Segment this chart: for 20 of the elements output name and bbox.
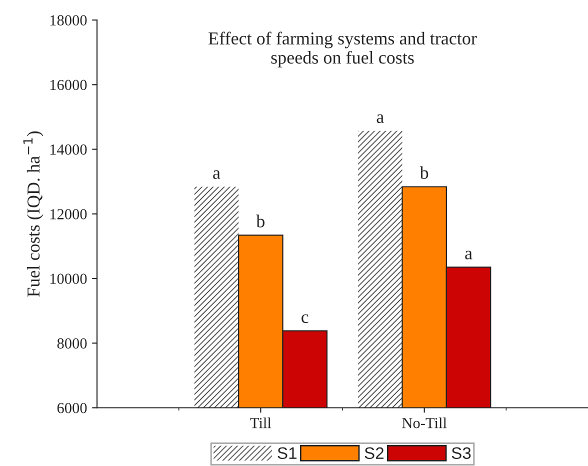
data-label: a — [376, 114, 384, 124]
legend-label: S3 — [452, 447, 471, 460]
y-tick-label: 12000 — [50, 209, 87, 220]
y-axis-title: Fuel costs (IQD. ha$^{−1}$) — [23, 131, 44, 297]
data-label: c — [302, 314, 308, 324]
data-label: b — [420, 166, 428, 179]
text: Effect of farming systems and tractor speeds on fuel costs — [208, 32, 477, 68]
data-label: a — [213, 170, 220, 179]
x-tick-label: Till — [250, 417, 272, 428]
y-tick-label: 14000 — [50, 144, 87, 155]
legend-label: S1 — [278, 447, 297, 460]
data-label: a — [465, 250, 472, 260]
y-tick-label: 8000 — [57, 338, 87, 349]
y-tick-label: 10000 — [50, 274, 87, 284]
y-tick-label: 18000 — [50, 15, 87, 26]
y-tick-label: 16000 — [50, 80, 87, 90]
legend-label: S2 — [364, 447, 384, 460]
data-label: b — [256, 214, 265, 228]
y-tick-label: 6000 — [57, 402, 87, 414]
x-tick-label: No-Till — [402, 417, 447, 428]
